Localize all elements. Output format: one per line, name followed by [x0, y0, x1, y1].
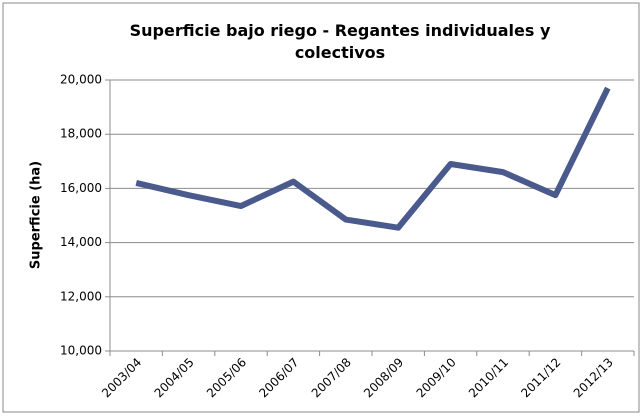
line-series: [135, 86, 611, 231]
y-tick-label: 18,000: [60, 127, 102, 141]
y-tick-label: 12,000: [60, 289, 102, 303]
y-tick-label: 16,000: [60, 181, 102, 195]
y-tick-label: 10,000: [60, 344, 102, 358]
y-tick-label: 14,000: [60, 235, 102, 249]
y-tick-label: 20,000: [60, 73, 102, 87]
chart-title: Superficie bajo riego - Regantes individ…: [129, 21, 551, 62]
y-axis-label: Superficie (ha): [29, 161, 44, 269]
